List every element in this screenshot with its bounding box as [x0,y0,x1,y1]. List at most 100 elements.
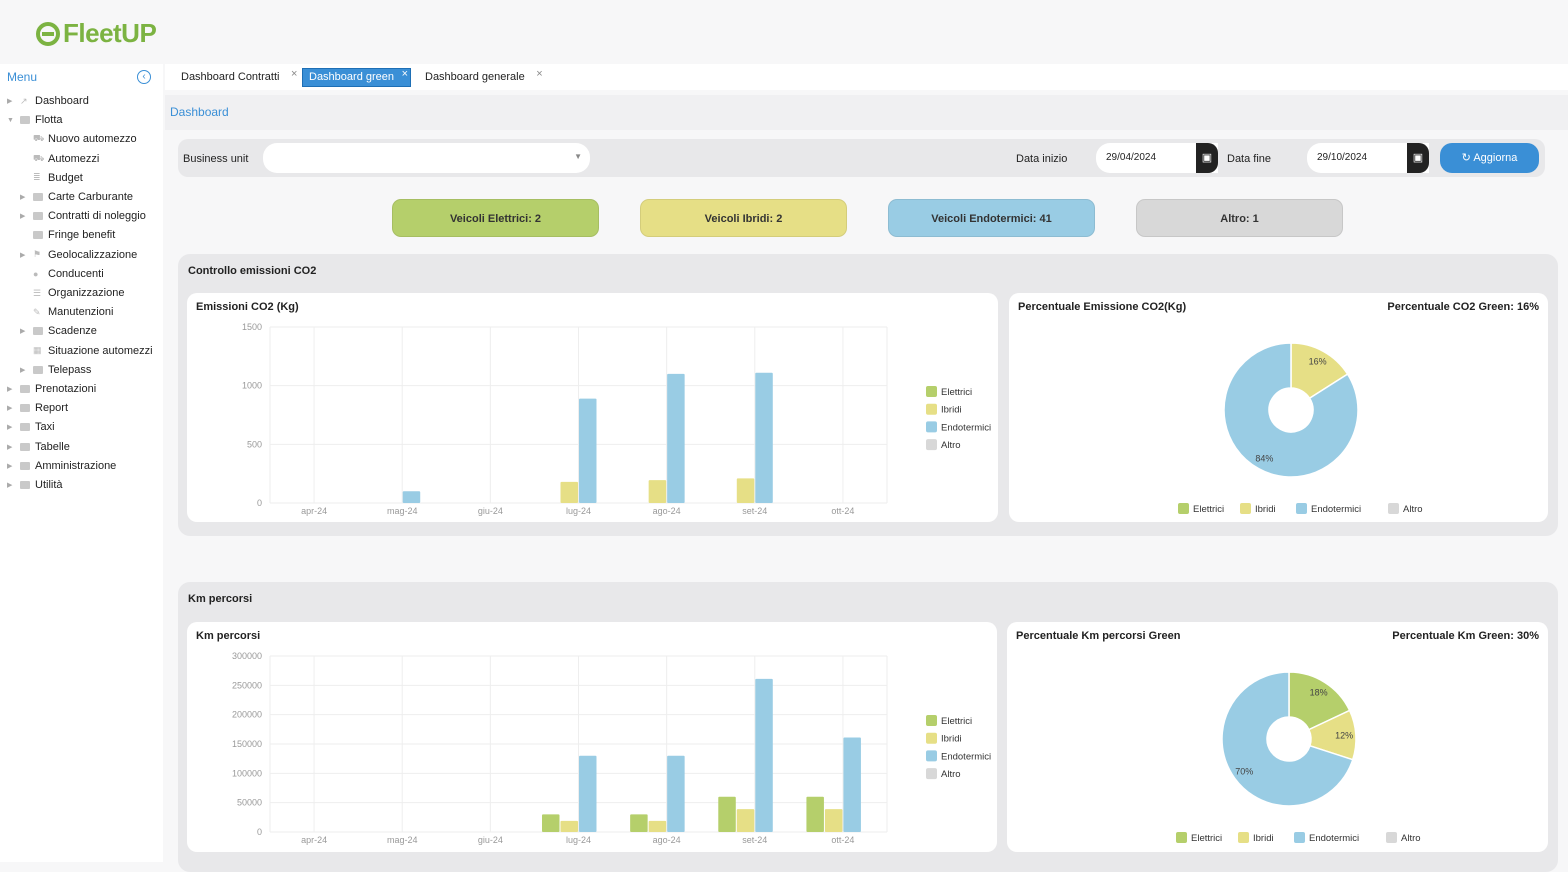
bar-ibridi-set-24 [736,478,755,503]
expand-arrow-icon[interactable]: ▶ [7,424,13,432]
sidebar-item-label: Scadenze [48,325,97,338]
y-tick-label: 150000 [232,739,262,749]
slice-label: 18% [1310,687,1328,697]
car-icon: ⛟ [33,133,45,144]
collapse-menu-icon[interactable]: ‹ [137,70,151,84]
expand-arrow-icon[interactable]: ▼ [7,116,14,124]
x-tick-label: set-24 [742,506,767,516]
close-icon[interactable]: × [536,68,543,80]
sidebar-item-label: Telepass [48,363,92,376]
folder-icon [20,481,30,489]
calendar-icon[interactable]: ▣ [1196,143,1218,173]
tab-dashboard-green[interactable]: Dashboard green × [301,68,412,87]
legend-swatch [1296,503,1307,514]
expand-arrow-icon[interactable]: ▶ [7,443,13,451]
expand-arrow-icon[interactable]: ▶ [20,251,26,259]
legend-label: Ibridi [941,405,962,416]
sidebar-item-organizzazione[interactable]: ☰ Organizzazione [20,284,124,302]
x-tick-label: set-24 [742,835,767,845]
legend-label: Elettrici [941,716,972,727]
breadcrumb-dashboard[interactable]: Dashboard [170,105,229,119]
sidebar-item-geolocalizzazione[interactable]: ▶ ⚑ Geolocalizzazione [20,246,137,264]
sidebar-item-label: Conducenti [48,267,104,280]
section-km: Km percorsi Km percorsi 0 50000 100000 1500… [178,582,1558,872]
legend-swatch [926,715,937,726]
sidebar-item-nuovo-automezzo[interactable]: ⛟ Nuovo automezzo [20,130,137,148]
sidebar-item-label: Nuovo automezzo [48,133,137,146]
legend-swatch [1178,503,1189,514]
sidebar-item-automezzi[interactable]: ⛟ Automezzi [20,150,99,168]
sidebar-item-label: Carte Carburante [48,191,133,203]
x-tick-label: mag-24 [387,835,418,845]
badge-endotermici: Veicoli Endotermici: 41 [888,199,1095,237]
sidebar-item-conducenti[interactable]: ● Conducenti [20,265,104,283]
sidebar-item-label: Taxi [35,421,55,434]
sidebar-item-telepass[interactable]: ▶ Telepass [20,361,91,379]
slice-elettrici [1288,671,1351,731]
x-tick-label: apr-24 [301,506,327,516]
tab-dashboard-contratti[interactable]: Dashboard Contratti × [175,68,297,86]
km-bar-card: Km percorsi 0 50000 100000 150000 200000 2500… [187,622,997,852]
y-tick-label: 500 [247,439,262,449]
sidebar-item-label: Situazione automezzi [48,344,153,357]
expand-arrow-icon[interactable]: ▶ [7,462,13,470]
sidebar-item-prenotazioni[interactable]: ▶ Prenotazioni [7,380,96,398]
x-tick-label: lug-24 [566,506,591,516]
sidebar-item-label: Dashboard [35,95,89,107]
sidebar-item-label: Geolocalizzazione [48,248,138,261]
wrench-icon: ✎ [33,306,41,317]
card-subtitle: Percentuale Km Green: 30% [1392,630,1539,642]
expand-arrow-icon[interactable]: ▶ [7,482,13,489]
sidebar-item-flotta[interactable]: ▼ Flotta [7,111,63,129]
expand-arrow-icon[interactable]: ▶ [7,405,13,413]
legend-swatch [926,439,937,451]
expand-arrow-icon[interactable]: ▶ [20,328,26,336]
sidebar-item-label: Organizzazione [48,287,125,299]
sidebar: Menu ‹ ▶ ↗ Dashboard ▼ Flotta ⛟ Nuovo automezz… [0,64,163,862]
sidebar-item-carte-carburante[interactable]: ▶ Carte Carburante [20,188,133,206]
tab-label: Dashboard Contratti [181,71,280,83]
expand-arrow-icon[interactable]: ▶ [20,366,26,374]
expand-arrow-icon[interactable]: ▶ [7,386,13,393]
legend-swatch [926,732,937,744]
sidebar-item-utilit-[interactable]: ▶ Utilità [7,476,63,494]
y-tick-label: 0 [257,498,262,508]
co2-pie-card: Percentuale Emissione CO2(Kg) Percentual… [1009,293,1548,522]
sidebar-item-amministrazione[interactable]: ▶ Amministrazione [7,457,116,475]
logo-icon [36,21,60,46]
legend-swatch [926,386,937,397]
sidebar-item-tabelle[interactable]: ▶ Tabelle [7,438,70,456]
close-icon[interactable]: × [291,68,298,80]
tab-dashboard-generale[interactable]: Dashboard generale × [419,68,543,86]
slice-endotermici [1221,671,1354,807]
legend-label: Endotermici [1309,833,1359,844]
slice-endotermici [1223,342,1359,478]
sidebar-item-dashboard[interactable]: ▶ ↗ Dashboard [7,92,89,110]
km-pie-card: Percentuale Km percorsi Green Percentual… [1007,622,1548,852]
sidebar-item-situazione-automezzi[interactable]: ▦ Situazione automezzi [20,342,153,360]
refresh-button[interactable]: ↻ Aggiorna [1440,143,1539,173]
expand-arrow-icon[interactable]: ▶ [20,194,26,201]
slice-label: 84% [1255,453,1273,463]
expand-arrow-icon[interactable]: ▶ [20,213,26,221]
bar-endotermici-ago-24 [667,755,685,832]
sidebar-item-report[interactable]: ▶ Report [7,399,68,417]
sidebar-item-label: Utilità [35,479,63,491]
close-icon[interactable]: × [401,68,409,80]
sidebar-item-contratti-di-noleggio[interactable]: ▶ Contratti di noleggio [20,207,146,225]
sidebar-item-budget[interactable]: ≣ Budget [20,169,83,187]
x-tick-label: lug-24 [566,835,591,845]
sidebar-item-scadenze[interactable]: ▶ Scadenze [20,322,97,340]
sidebar-item-taxi[interactable]: ▶ Taxi [7,418,55,436]
chart-line-icon: ↗ [20,95,28,106]
bar-endotermici-lug-24 [579,755,597,832]
business-unit-select[interactable]: ▼ [263,143,590,173]
legend-swatch [1386,832,1397,843]
calendar-icon[interactable]: ▣ [1407,143,1429,173]
sidebar-item-fringe-benefit[interactable]: Fringe benefit [20,226,115,244]
sidebar-item-manutenzioni[interactable]: ✎ Manutenzioni [20,303,113,321]
users-icon: ● [33,268,39,279]
folder-icon [20,385,30,393]
logo-text: FleetUP [63,18,157,48]
expand-arrow-icon[interactable]: ▶ [7,98,13,105]
